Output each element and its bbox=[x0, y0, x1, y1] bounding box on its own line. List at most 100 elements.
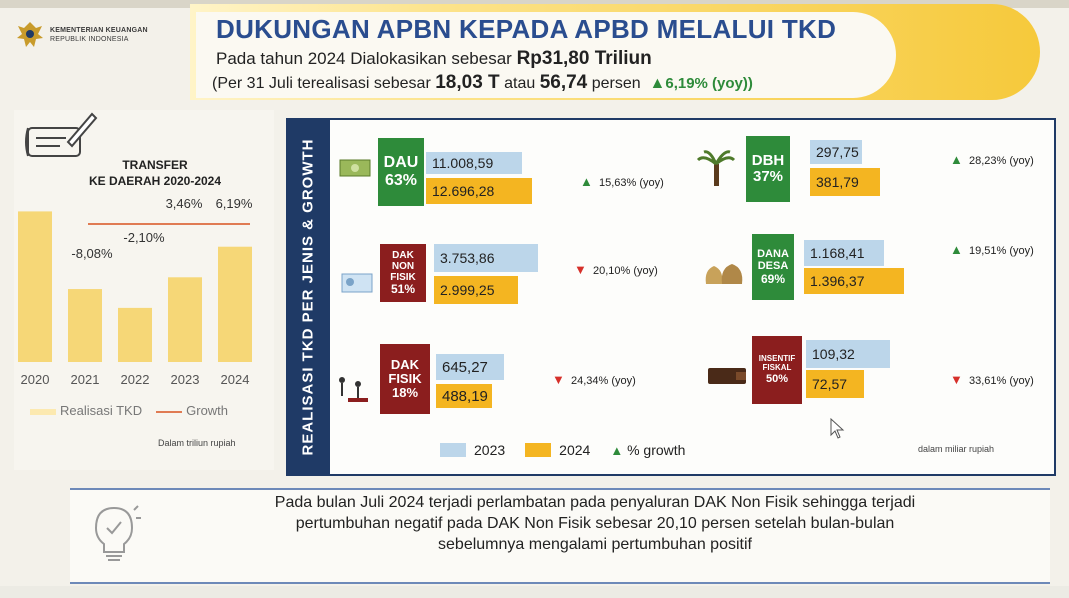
insentif-fiskal-growth-value: 33,61% (yoy) bbox=[969, 375, 1034, 387]
dak-non-fisik-value-2024: 2.999,25 bbox=[434, 276, 518, 304]
legend-2024-label: 2024 bbox=[559, 442, 591, 458]
dak-fisik-name-2: FISIK bbox=[388, 370, 422, 386]
realization-prefix: (Per 31 Juli terealisasi sebesar bbox=[212, 75, 431, 92]
dbh-badge: DBH 37% bbox=[746, 136, 790, 202]
garuda-emblem-icon bbox=[17, 22, 43, 47]
insentif-fiskal-growth: ▼ 33,61% (yoy) bbox=[950, 372, 1034, 387]
legend-line-item: Growth bbox=[156, 403, 228, 418]
growth-label-2024: 6,19% bbox=[216, 196, 253, 211]
dak-fisik-name-1: DAK bbox=[390, 356, 420, 372]
tick-label-2020: 2020 bbox=[21, 372, 50, 387]
note-line2: pertumbuhan negatif pada DAK Non Fisik s… bbox=[295, 515, 895, 532]
dak-non-fisik-badge: DAK NON FISIK 51% bbox=[380, 244, 426, 302]
allocation-prefix: Pada tahun 2024 Dialokasikan sebesar bbox=[216, 49, 512, 68]
dana-desa-growth: ▲ 19,51% (yoy) bbox=[950, 242, 1034, 257]
bar-2022 bbox=[118, 307, 152, 362]
legend-line-swatch bbox=[156, 410, 183, 413]
education-icon bbox=[341, 273, 373, 293]
mouse-cursor-icon bbox=[830, 418, 845, 439]
ministry-country: REPUBLIK INDONESIA bbox=[50, 36, 129, 43]
left-legend: Realisasi TKD Growth bbox=[30, 403, 228, 418]
dana-desa-value-2024: 1.396,37 bbox=[804, 268, 904, 294]
bar-2024 bbox=[218, 246, 252, 362]
side-strip bbox=[286, 118, 330, 476]
legend-growth-label: % growth bbox=[627, 442, 686, 458]
insentif-fiskal-badge: INSENTIF FISKAL 50% bbox=[752, 336, 802, 404]
dana-desa-name-2: DESA bbox=[757, 260, 789, 273]
note-text: Pada bulan Juli 2024 terjadi perlambatan… bbox=[200, 492, 990, 555]
insentif-fiskal-value-2024: 72,57 bbox=[806, 370, 864, 398]
arrow-up-icon: ▲ bbox=[649, 75, 666, 92]
realization-growth: 6,19% (yoy)) bbox=[665, 75, 753, 92]
dau-value-2023: 11.008,59 bbox=[426, 152, 522, 174]
bar-2020 bbox=[18, 211, 52, 362]
insentif-fiskal-name-2: FISKAL bbox=[762, 362, 792, 372]
ministry-logo: KEMENTERIAN KEUANGAN REPUBLIK INDONESIA bbox=[16, 18, 166, 52]
tick-label-2024: 2024 bbox=[221, 372, 250, 387]
dak-fisik-growth-value: 24,34% (yoy) bbox=[571, 375, 636, 387]
dak-fisik-value-2024: 488,19 bbox=[436, 384, 492, 408]
legend-bar-item: Realisasi TKD bbox=[30, 403, 142, 418]
left-chart-title: TRANSFER KE DAERAH 2020-2024 bbox=[60, 157, 250, 189]
wallet-icon bbox=[708, 368, 746, 384]
allocation-amount: Rp31,80 Triliun bbox=[516, 48, 652, 69]
realization-mid: atau bbox=[504, 75, 536, 92]
side-label: REALISASI TKD PER JENIS & GROWTH bbox=[299, 138, 317, 456]
note-box bbox=[70, 488, 1050, 584]
realization-percent: 56,74 bbox=[539, 72, 588, 93]
dau-share: 63% bbox=[384, 172, 418, 189]
insentif-fiskal-value-2023: 109,32 bbox=[806, 340, 890, 368]
construction-icon bbox=[339, 377, 368, 402]
palm-tree-icon bbox=[696, 150, 736, 186]
dau-badge: DAU 63% bbox=[378, 138, 424, 206]
dak-fisik-growth: ▼ 24,34% (yoy) bbox=[552, 372, 636, 387]
arrow-down-icon: ▼ bbox=[950, 372, 963, 387]
bar-2021 bbox=[68, 289, 102, 362]
realization-line: (Per 31 Juli terealisasi sebesar 18,03 T… bbox=[212, 72, 753, 94]
arrow-up-icon: ▲ bbox=[950, 242, 963, 257]
document-pen-icon bbox=[25, 112, 98, 157]
dbh-growth-value: 28,23% (yoy) bbox=[969, 155, 1034, 167]
dana-desa-share: 69% bbox=[760, 271, 786, 286]
tick-label-2023: 2023 bbox=[171, 372, 200, 387]
dana-desa-growth-value: 19,51% (yoy) bbox=[969, 245, 1034, 257]
page-title: DUKUNGAN APBN KEPADA APBD MELALUI TKD bbox=[216, 14, 837, 44]
left-unit: Dalam triliun rupiah bbox=[158, 438, 236, 448]
realization-percent-unit: persen bbox=[591, 75, 641, 92]
arrow-down-icon: ▼ bbox=[574, 262, 587, 277]
dak-non-fisik-share: 51% bbox=[390, 281, 416, 296]
legend-bar-label: Realisasi TKD bbox=[60, 403, 143, 418]
right-panel-border bbox=[330, 118, 1056, 476]
insentif-fiskal-share: 50% bbox=[765, 372, 789, 385]
arrow-up-icon: ▲ bbox=[610, 442, 624, 458]
dak-fisik-share: 18% bbox=[391, 385, 419, 401]
bar-2023 bbox=[168, 277, 202, 362]
dak-non-fisik-growth-value: 20,10% (yoy) bbox=[593, 265, 658, 277]
dak-non-fisik-name-2: NON bbox=[391, 260, 415, 272]
dau-growth-value: 15,63% (yoy) bbox=[599, 177, 664, 189]
dbh-growth: ▲ 28,23% (yoy) bbox=[950, 152, 1034, 167]
ministry-name: KEMENTERIAN KEUANGAN bbox=[50, 27, 148, 34]
dbh-share: 37% bbox=[752, 168, 784, 185]
allocation-line: Pada tahun 2024 Dialokasikan sebesar Rp3… bbox=[216, 48, 652, 70]
legend-2023-label: 2023 bbox=[474, 442, 506, 458]
sacks-icon bbox=[705, 264, 743, 284]
legend-2024-swatch bbox=[525, 443, 552, 457]
dak-non-fisik-growth: ▼ 20,10% (yoy) bbox=[574, 262, 658, 277]
right-unit: dalam miliar rupiah bbox=[918, 444, 995, 454]
title-banner-inner bbox=[196, 12, 896, 98]
dana-desa-badge: DANA DESA 69% bbox=[752, 234, 794, 300]
dbh-name: DBH bbox=[751, 151, 785, 169]
tkd-bar-chart: 2020 2021 2022 2023 2024 -8,08% -2,10% 3,46% 6,1… bbox=[18, 196, 253, 387]
legend-2023-swatch bbox=[440, 443, 466, 457]
money-icon bbox=[339, 159, 371, 177]
legend-bar-swatch bbox=[30, 408, 56, 415]
arrow-up-icon: ▲ bbox=[580, 174, 593, 189]
dau-value-2024: 12.696,28 bbox=[426, 178, 532, 204]
growth-label-2023: 3,46% bbox=[166, 196, 203, 211]
dana-desa-value-2023: 1.168,41 bbox=[804, 240, 884, 266]
dak-non-fisik-value-2023: 3.753,86 bbox=[434, 244, 538, 272]
dak-fisik-badge: DAK FISIK 18% bbox=[380, 344, 430, 414]
growth-label-2022: -2,10% bbox=[123, 230, 165, 245]
dbh-value-2024: 381,79 bbox=[810, 168, 880, 196]
